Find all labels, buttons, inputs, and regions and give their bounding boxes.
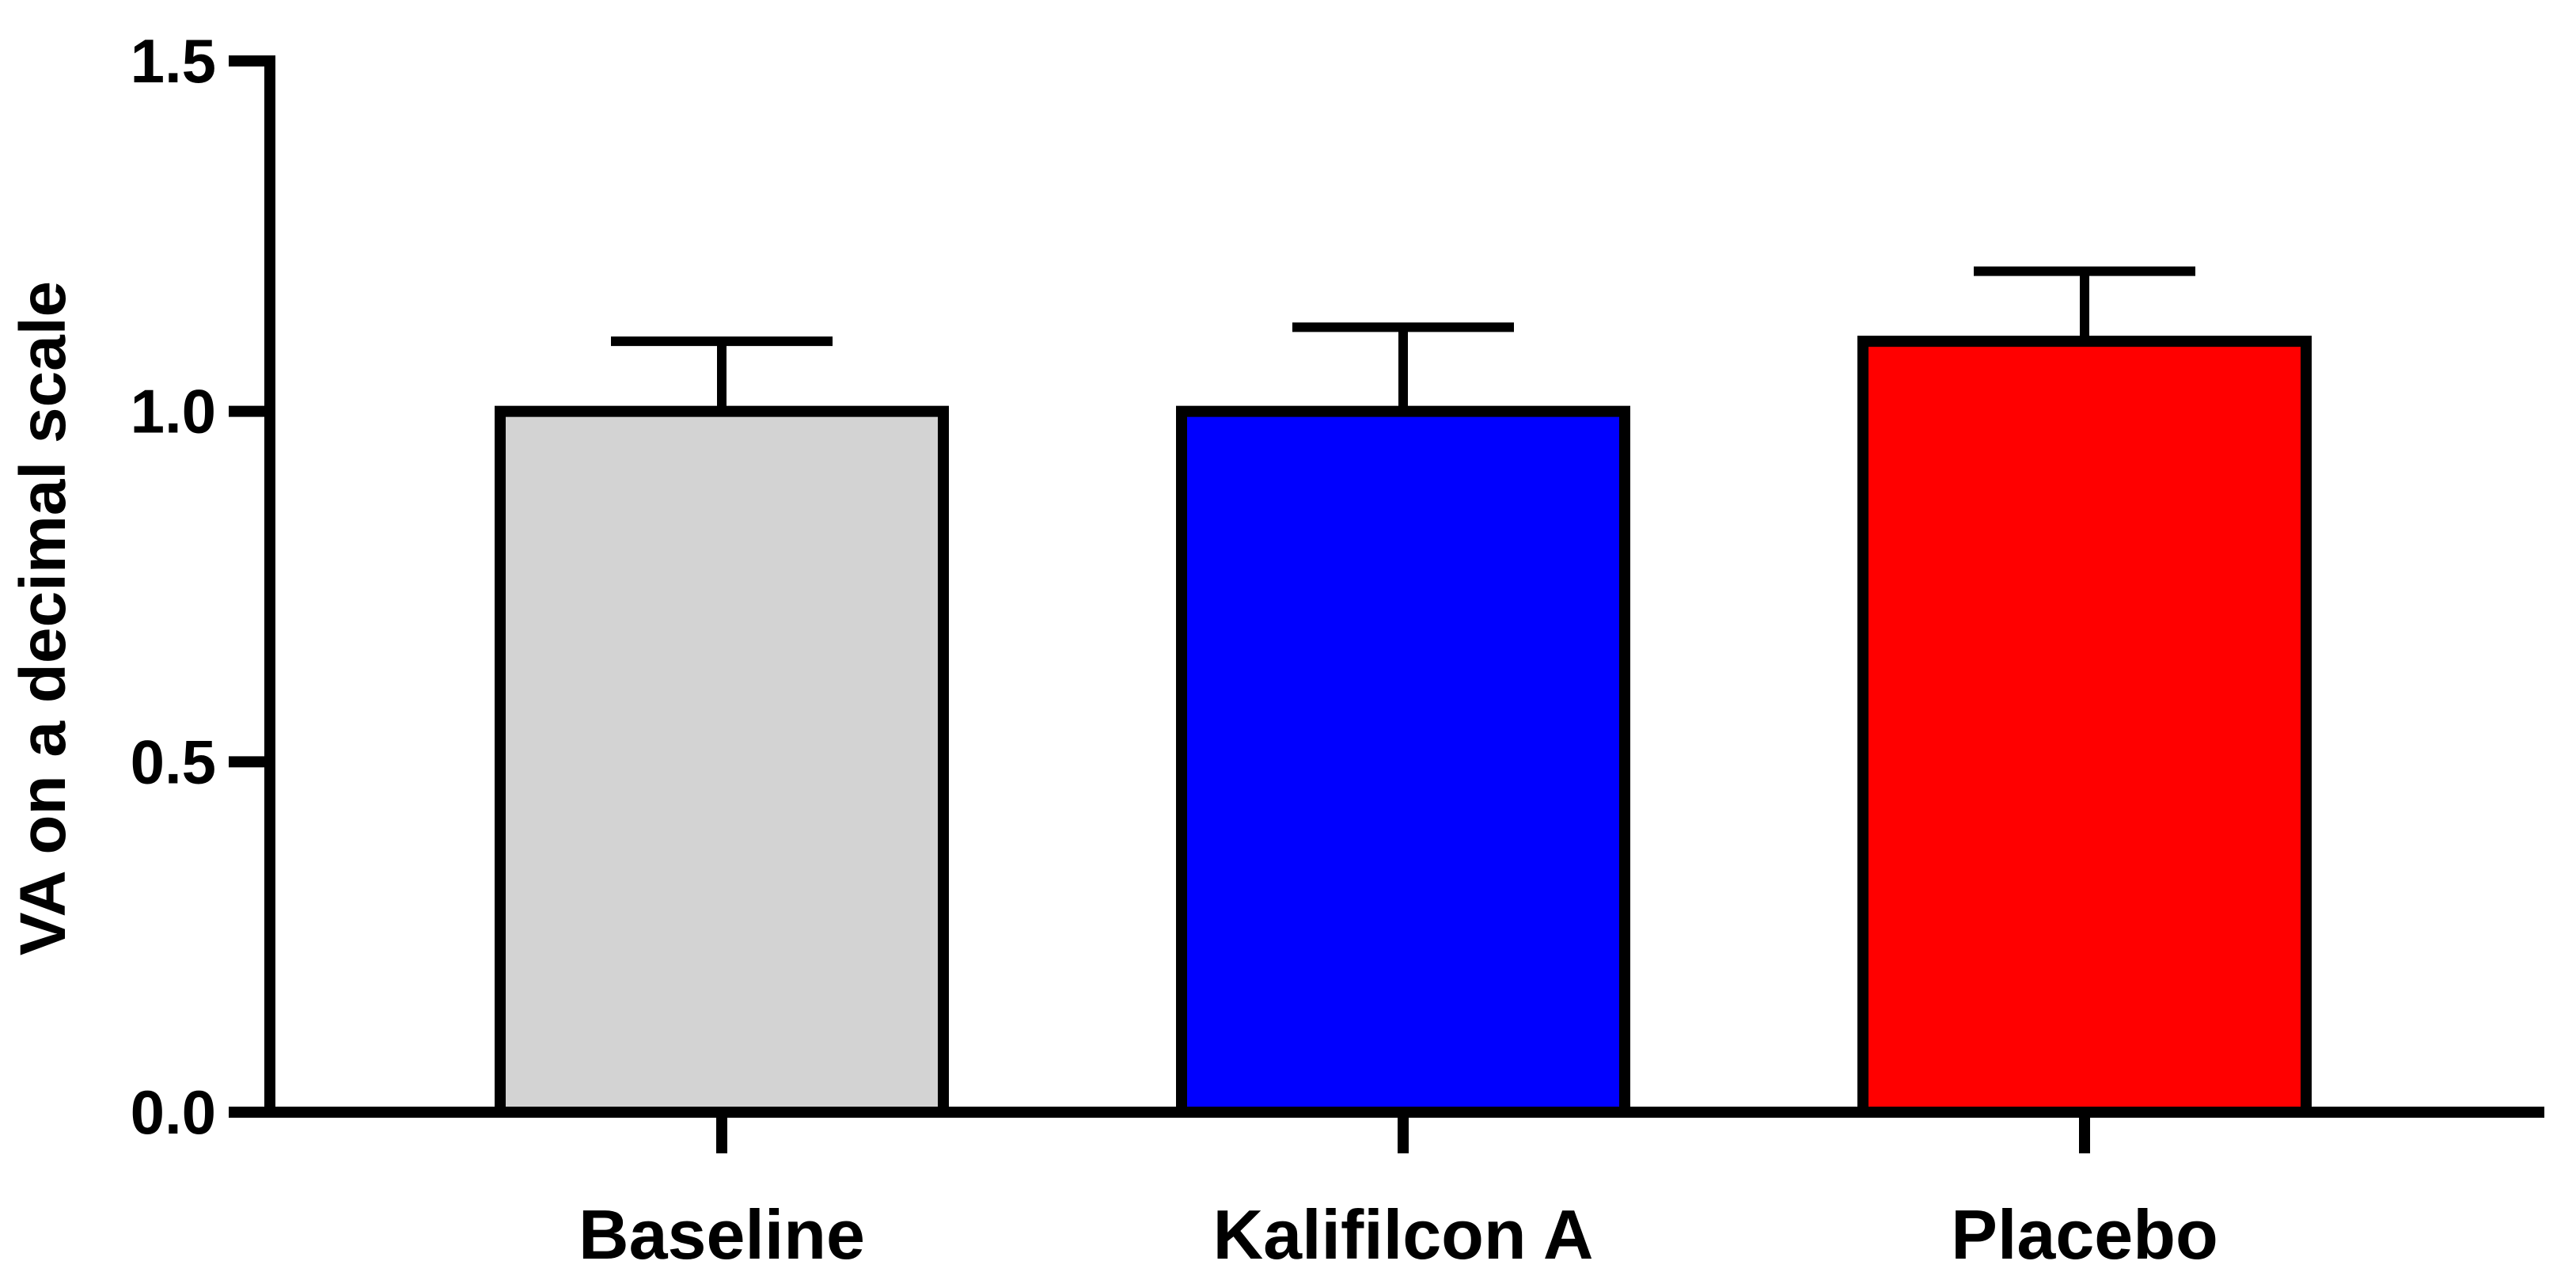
y-tick-label-3: 1.5 (131, 26, 216, 96)
x-ticks-group: Baseline Kalifilcon A Placebo (579, 1112, 2218, 1261)
y-axis-label: VA on a decimal scale (7, 281, 79, 955)
x-tick-label-kalifilcon-a: Kalifilcon A (1213, 1195, 1594, 1261)
bar-placebo (1857, 336, 2312, 1118)
y-tick-label-2: 1.0 (131, 377, 216, 446)
bar-baseline (495, 405, 949, 1118)
x-tick-label-baseline: Baseline (579, 1195, 865, 1261)
bars-group (495, 336, 2312, 1118)
y-tick-label-1: 0.5 (131, 727, 216, 796)
bar-kalifilcon-a (1176, 405, 1630, 1118)
error-bars-group (611, 266, 2195, 412)
y-ticks-group: 0.0 0.5 1.0 1.5 (131, 26, 270, 1147)
y-tick-label-0: 0.0 (131, 1077, 216, 1147)
x-tick-label-placebo: Placebo (1951, 1195, 2217, 1261)
